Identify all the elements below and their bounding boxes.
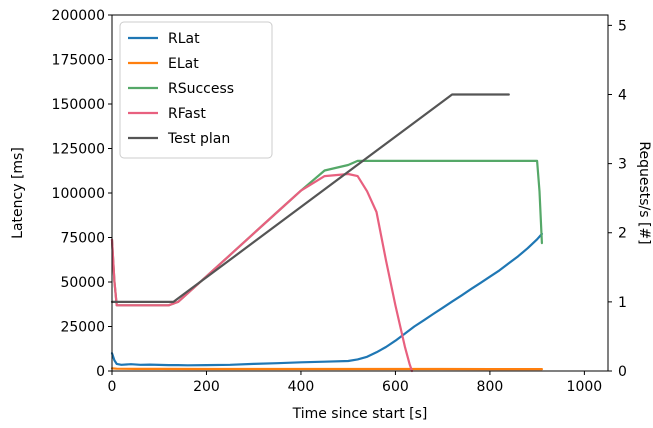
- x-tick-label: 0: [108, 379, 117, 395]
- y-left-tick-label: 200000: [52, 8, 105, 24]
- axis-ticks: 0 200 400 600 800 1000 0 25000 50000 75000 100000 1…: [52, 8, 627, 395]
- legend-label-rfast: RFast: [168, 106, 206, 122]
- x-tick-label: 1000: [567, 379, 603, 395]
- series-line-elat: [110, 367, 544, 371]
- legend-label-rsuccess: RSuccess: [168, 81, 234, 97]
- y-left-tick-label: 150000: [52, 97, 105, 113]
- y-left-tick-label: 25000: [60, 320, 105, 336]
- legend: RLat ELat RSuccess RFast Test plan: [119, 21, 273, 159]
- y-left-tick-label: 175000: [52, 53, 105, 69]
- x-tick-label: 600: [382, 379, 409, 395]
- series-line-rfast: [110, 172, 414, 373]
- y-right-tick-label: 0: [618, 364, 627, 380]
- y-left-tick-label: 0: [96, 364, 105, 380]
- plot-lines: [110, 93, 544, 373]
- y-right-tick-label: 4: [618, 87, 627, 103]
- series-line-test-plan: [110, 93, 510, 303]
- y-axis-label-left: Latency [ms]: [10, 147, 26, 239]
- x-axis-label: Time since start [s]: [292, 406, 428, 422]
- y-left-tick-label: 75000: [60, 231, 105, 247]
- y-right-tick-label: 3: [618, 157, 627, 173]
- y-left-tick-label: 125000: [52, 142, 105, 158]
- y-left-tick-label: 100000: [52, 186, 105, 202]
- legend-box: [119, 21, 273, 159]
- legend-label-rlat: RLat: [168, 31, 200, 47]
- y-right-tick-label: 5: [618, 18, 627, 34]
- legend-label-test-plan: Test plan: [167, 131, 230, 147]
- y-right-tick-label: 2: [618, 226, 627, 242]
- x-tick-label: 200: [193, 379, 220, 395]
- legend-items: RLat ELat RSuccess RFast Test plan: [128, 31, 234, 147]
- y-right-tick-label: 1: [618, 295, 627, 311]
- legend-label-elat: ELat: [168, 56, 199, 72]
- y-left-tick-label: 50000: [60, 275, 105, 291]
- y-axis-label-right: Requests/s [#]: [636, 141, 652, 244]
- x-tick-label: 400: [288, 379, 315, 395]
- series-line-rlat: [110, 232, 544, 367]
- x-tick-label: 800: [477, 379, 504, 395]
